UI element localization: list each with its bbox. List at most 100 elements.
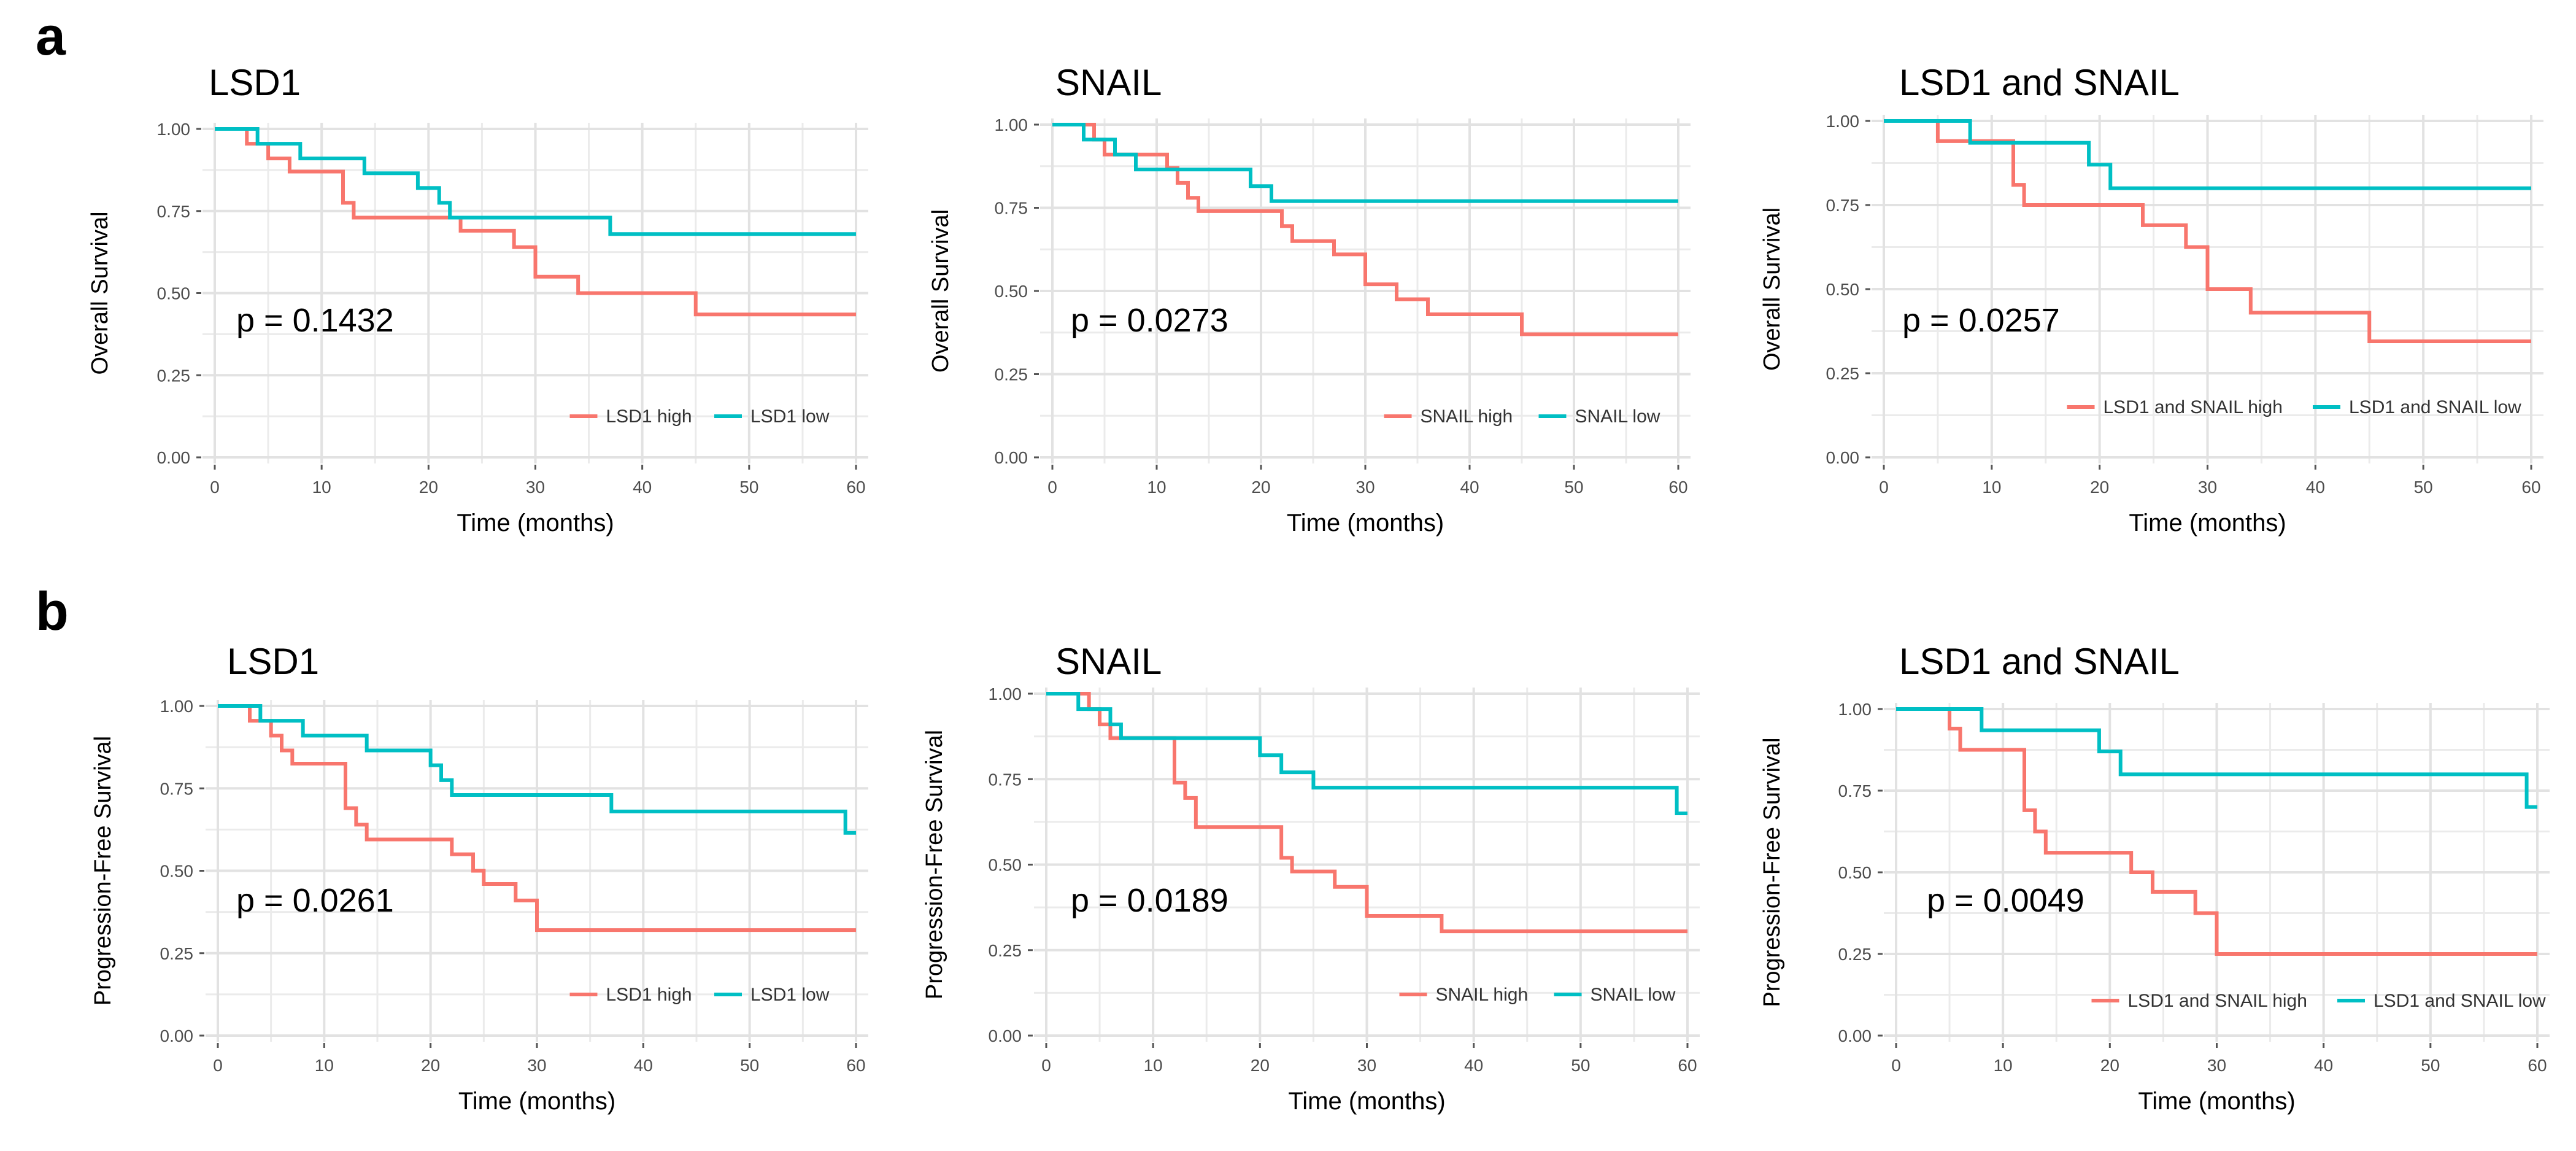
- legend-label: LSD1 low: [750, 985, 830, 1005]
- km-curve-high: [215, 127, 856, 317]
- legend-label: SNAIL high: [1436, 985, 1529, 1005]
- x-tick-label: 40: [1464, 1056, 1483, 1075]
- km-curve-high: [1896, 707, 2537, 956]
- p-value-annotation: p = 0.0273: [1071, 302, 1228, 339]
- legend-label: LSD1 and SNAIL low: [2374, 991, 2546, 1011]
- y-tick-label: 0.50: [1826, 280, 1860, 299]
- chart-title: SNAIL: [1055, 641, 1162, 682]
- x-tick-label: 50: [2414, 478, 2433, 497]
- km-curve-low: [1884, 119, 2531, 190]
- y-tick-label: 0.50: [995, 282, 1028, 301]
- y-tick-label: 0.25: [160, 944, 194, 963]
- y-tick-label: 1.00: [989, 684, 1022, 703]
- x-tick-label: 30: [526, 478, 545, 497]
- chart-title: LSD1 and SNAIL: [1899, 641, 2180, 682]
- legend-label: SNAIL low: [1575, 406, 1660, 427]
- y-axis-label: Progression-Free Survival: [90, 736, 116, 1006]
- x-tick-label: 30: [1357, 1056, 1376, 1075]
- x-tick-label: 20: [2090, 478, 2109, 497]
- chart-title: LSD1: [227, 641, 319, 682]
- km-chart-5: 0 10 20 30 40 50 60 0.00 0.25 0.50 0.75 1.00 SNAIL Ti…: [922, 641, 1700, 1115]
- x-tick-label: 30: [2198, 478, 2217, 497]
- x-tick-label: 10: [312, 478, 331, 497]
- x-tick-label: 0: [213, 1056, 223, 1075]
- x-axis-label: Time (months): [458, 1088, 615, 1115]
- x-tick-label: 40: [2314, 1056, 2333, 1075]
- y-tick-label: 0.25: [995, 365, 1028, 384]
- y-tick-label: 0.00: [160, 1026, 194, 1045]
- x-axis-label: Time (months): [2138, 1088, 2295, 1115]
- y-tick-label: 1.00: [1838, 700, 1872, 719]
- chart-title: LSD1 and SNAIL: [1899, 62, 2180, 103]
- legend-label: SNAIL high: [1421, 406, 1513, 427]
- legend-label: LSD1 high: [606, 406, 692, 427]
- x-tick-label: 60: [846, 478, 865, 497]
- legend-label: LSD1 and SNAIL high: [2104, 397, 2283, 417]
- x-axis-label: Time (months): [457, 510, 614, 537]
- y-tick-label: 0.00: [1826, 448, 1860, 467]
- x-tick-label: 40: [634, 1056, 653, 1075]
- x-tick-label: 20: [1251, 1056, 1270, 1075]
- y-axis-label: Overall Survival: [928, 209, 954, 373]
- x-tick-label: 60: [2528, 1056, 2547, 1075]
- y-tick-label: 0.75: [1826, 196, 1860, 215]
- x-tick-label: 40: [633, 478, 652, 497]
- x-tick-label: 60: [2521, 478, 2540, 497]
- km-curve-low: [218, 704, 856, 835]
- x-tick-label: 40: [2306, 478, 2325, 497]
- x-tick-label: 0: [1041, 1056, 1051, 1075]
- y-tick-label: 0.50: [989, 856, 1022, 875]
- x-tick-label: 30: [2207, 1056, 2226, 1075]
- x-tick-label: 30: [1355, 478, 1375, 497]
- y-tick-label: 0.50: [157, 284, 191, 303]
- x-tick-label: 60: [1668, 478, 1687, 497]
- y-tick-label: 1.00: [1826, 112, 1860, 131]
- y-tick-label: 0.75: [157, 202, 191, 221]
- x-axis-label: Time (months): [1287, 510, 1444, 537]
- legend-label: LSD1 and SNAIL high: [2128, 991, 2307, 1011]
- y-axis-label: Progression-Free Survival: [1759, 737, 1785, 1007]
- x-tick-label: 0: [1891, 1056, 1901, 1075]
- y-tick-label: 1.00: [995, 115, 1028, 134]
- km-chart-3: 0 10 20 30 40 50 60 0.00 0.25 0.50 0.75 1.00 LSD1 an…: [1759, 62, 2543, 537]
- y-tick-label: 0.50: [160, 862, 194, 881]
- x-tick-label: 0: [1047, 478, 1057, 497]
- x-tick-label: 60: [1678, 1056, 1697, 1075]
- y-tick-label: 0.00: [989, 1026, 1022, 1045]
- panel-letter-a: a: [36, 6, 66, 66]
- y-tick-label: 0.25: [1838, 945, 1872, 964]
- y-tick-label: 0.25: [989, 941, 1022, 960]
- x-tick-label: 20: [1251, 478, 1270, 497]
- legend-label: LSD1 high: [606, 985, 692, 1005]
- x-tick-label: 60: [846, 1056, 865, 1075]
- y-tick-label: 1.00: [160, 697, 194, 716]
- panel-letter-b: b: [36, 581, 69, 641]
- y-tick-label: 0.75: [1838, 781, 1872, 800]
- y-axis-label: Overall Survival: [1759, 207, 1785, 371]
- km-chart-2: 0 10 20 30 40 50 60 0.00 0.25 0.50 0.75 1.00 SNAIL Ti…: [928, 62, 1691, 537]
- x-tick-label: 20: [2100, 1056, 2119, 1075]
- p-value-annotation: p = 0.0261: [236, 882, 394, 919]
- km-chart-4: 0 10 20 30 40 50 60 0.00 0.25 0.50 0.75 1.00 LSD1 Tim…: [90, 641, 868, 1115]
- p-value-annotation: p = 0.0049: [1927, 882, 2084, 919]
- x-tick-label: 50: [1564, 478, 1583, 497]
- x-axis-label: Time (months): [2129, 510, 2286, 537]
- km-chart-1: 0 10 20 30 40 50 60 0.00 0.25 0.50 0.75 1.00 LSD1 Tim…: [87, 62, 868, 537]
- p-value-annotation: p = 0.0189: [1071, 882, 1228, 919]
- y-axis-label: Progression-Free Survival: [922, 730, 947, 999]
- x-tick-label: 20: [419, 478, 438, 497]
- y-tick-label: 0.00: [157, 448, 191, 467]
- y-tick-label: 0.25: [157, 366, 191, 385]
- y-tick-label: 1.00: [157, 120, 191, 139]
- x-tick-label: 0: [210, 478, 220, 497]
- y-tick-label: 0.75: [995, 199, 1028, 218]
- legend-label: SNAIL low: [1591, 985, 1676, 1005]
- x-tick-label: 50: [1571, 1056, 1590, 1075]
- km-curve-low: [1896, 707, 2537, 809]
- km-curve-low: [1052, 123, 1678, 203]
- chart-title: LSD1: [209, 62, 301, 103]
- x-tick-label: 10: [1144, 1056, 1163, 1075]
- x-tick-label: 10: [1147, 478, 1166, 497]
- x-tick-label: 0: [1879, 478, 1889, 497]
